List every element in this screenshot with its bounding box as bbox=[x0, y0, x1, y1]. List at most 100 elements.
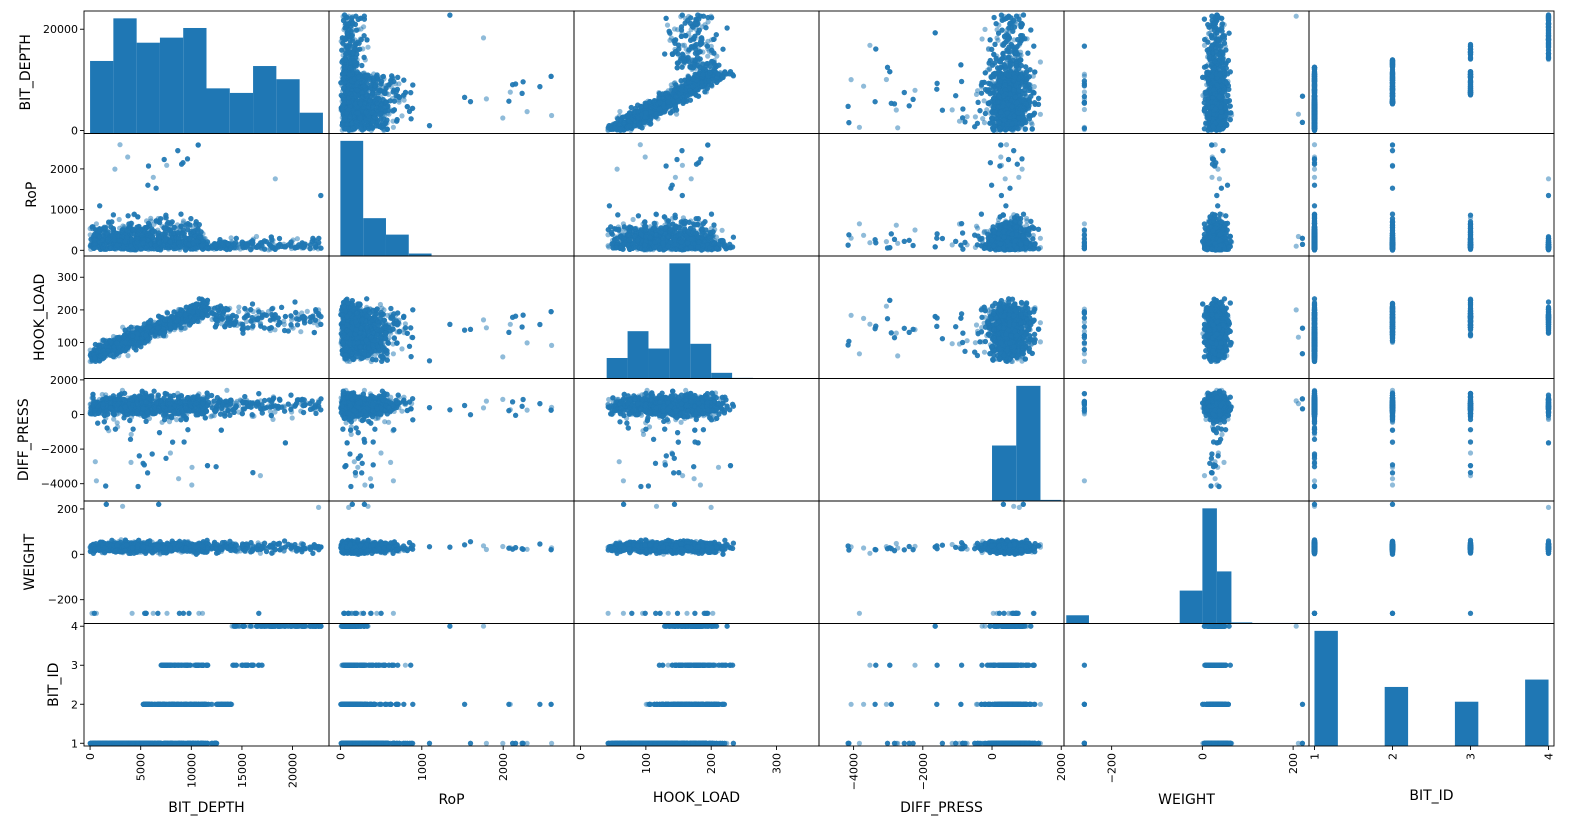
histogram-bar-bit-depth bbox=[90, 61, 113, 134]
data-point bbox=[345, 22, 350, 27]
data-point bbox=[382, 90, 387, 95]
data-point bbox=[349, 121, 354, 126]
histogram-bar-bit-depth bbox=[300, 113, 323, 134]
data-point bbox=[354, 28, 359, 33]
data-point bbox=[617, 109, 622, 114]
histogram-bar-bit-depth bbox=[276, 79, 299, 133]
data-point bbox=[353, 93, 358, 98]
data-point bbox=[377, 88, 382, 93]
histogram-bar-bit-depth bbox=[207, 88, 230, 133]
data-point bbox=[343, 57, 348, 62]
data-point bbox=[339, 48, 344, 53]
data-point bbox=[348, 115, 353, 120]
data-point bbox=[705, 54, 710, 59]
data-point bbox=[520, 91, 525, 96]
data-point bbox=[341, 85, 346, 90]
histogram-bar-bit-depth bbox=[230, 93, 253, 134]
data-point bbox=[682, 43, 687, 48]
data-point bbox=[669, 82, 674, 87]
data-point bbox=[665, 23, 670, 28]
data-point bbox=[401, 78, 406, 83]
data-point bbox=[370, 104, 375, 109]
data-point bbox=[410, 82, 415, 87]
data-point bbox=[366, 126, 371, 131]
data-point bbox=[364, 109, 369, 114]
data-point bbox=[407, 109, 412, 114]
data-point bbox=[340, 35, 345, 40]
data-point bbox=[362, 84, 367, 89]
data-point bbox=[391, 125, 396, 130]
data-point bbox=[342, 75, 347, 80]
data-point bbox=[508, 90, 513, 95]
data-point bbox=[395, 75, 400, 80]
data-point bbox=[358, 16, 363, 21]
data-point bbox=[549, 74, 554, 79]
data-point bbox=[405, 104, 410, 109]
data-point bbox=[389, 73, 394, 78]
data-point bbox=[371, 119, 376, 124]
data-point bbox=[381, 116, 386, 121]
scatter-panel-bit-depth-vs-hook-load bbox=[605, 12, 736, 133]
data-point bbox=[350, 33, 355, 38]
data-point bbox=[395, 117, 400, 122]
data-point bbox=[513, 81, 518, 86]
data-point bbox=[427, 123, 432, 128]
data-point bbox=[506, 99, 511, 104]
data-point bbox=[347, 72, 352, 77]
data-point bbox=[344, 50, 349, 55]
data-point bbox=[364, 37, 369, 42]
data-point bbox=[391, 108, 396, 113]
data-point bbox=[500, 115, 505, 120]
data-point bbox=[370, 92, 375, 97]
data-point bbox=[359, 37, 364, 42]
histogram-bar-bit-depth bbox=[137, 43, 160, 134]
data-point bbox=[537, 84, 542, 89]
data-point bbox=[360, 90, 365, 95]
data-point bbox=[394, 89, 399, 94]
data-point bbox=[359, 126, 364, 131]
data-point bbox=[468, 99, 473, 104]
data-point bbox=[409, 116, 414, 121]
data-point bbox=[345, 44, 350, 49]
data-point bbox=[351, 59, 356, 64]
data-point bbox=[362, 55, 367, 60]
histogram-bar-bit-depth bbox=[113, 18, 136, 133]
data-point bbox=[340, 107, 345, 112]
data-point bbox=[351, 125, 356, 130]
data-point bbox=[525, 109, 530, 114]
data-point bbox=[403, 90, 408, 95]
data-point bbox=[447, 13, 452, 18]
data-point bbox=[344, 15, 349, 20]
data-point bbox=[385, 127, 390, 132]
data-point bbox=[346, 100, 351, 105]
data-point bbox=[462, 95, 467, 100]
data-point bbox=[484, 96, 489, 101]
data-point bbox=[378, 112, 383, 117]
data-point bbox=[399, 113, 404, 118]
histogram-bar-bit-depth bbox=[183, 28, 206, 134]
data-point bbox=[350, 21, 355, 26]
scatter-panel-bit-depth-vs-rop bbox=[338, 12, 554, 133]
data-point bbox=[358, 101, 363, 106]
data-point bbox=[353, 101, 358, 106]
data-point bbox=[521, 79, 526, 84]
data-point bbox=[375, 76, 380, 81]
data-point bbox=[381, 74, 386, 79]
data-point bbox=[348, 65, 353, 70]
data-point bbox=[349, 15, 354, 20]
data-point bbox=[359, 63, 364, 68]
data-point bbox=[705, 39, 710, 44]
data-point bbox=[342, 100, 347, 105]
data-point bbox=[549, 113, 554, 118]
data-point bbox=[345, 30, 350, 35]
data-point bbox=[346, 83, 351, 88]
data-point bbox=[355, 110, 360, 115]
data-point bbox=[408, 90, 413, 95]
data-point bbox=[365, 45, 370, 50]
data-point bbox=[358, 116, 363, 121]
data-point bbox=[355, 88, 360, 93]
data-point bbox=[354, 52, 359, 57]
data-point bbox=[364, 94, 369, 99]
data-point bbox=[340, 94, 345, 99]
